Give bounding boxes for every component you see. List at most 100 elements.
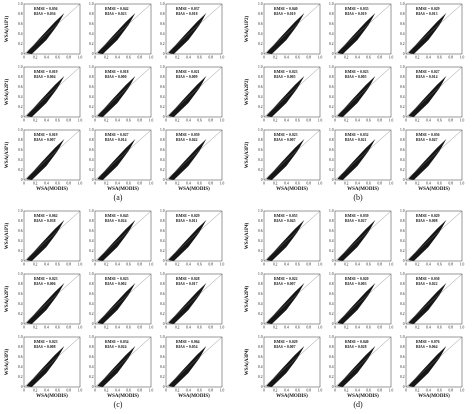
y-tick-label: 0.2: [18, 42, 23, 46]
rmse-label: RMSE = 0.029: [416, 214, 440, 218]
x-tick-label: 0.2: [273, 55, 278, 59]
x-tick-label: 0: [94, 262, 96, 266]
x-tick-label: 0.2: [104, 118, 109, 122]
y-tick-label: 0.4: [258, 95, 263, 99]
x-tick-label: 0: [334, 118, 336, 122]
y-axis-label: WSA(A1P3): [5, 222, 10, 249]
x-tick-label: 0.2: [344, 388, 349, 392]
y-tick-label: 0: [163, 52, 165, 56]
y-tick-label: 0.2: [89, 375, 94, 379]
y-tick-label: 0.2: [160, 168, 165, 172]
y-tick-label: 0.6: [329, 148, 334, 152]
y-tick-label: 0.6: [400, 148, 405, 152]
y-tick-label: 0.6: [18, 229, 23, 233]
y-tick-label: 0.2: [329, 249, 334, 253]
one-to-one-line: [23, 3, 81, 55]
x-tick-label: 1.0: [460, 388, 465, 392]
y-tick-label: 0: [163, 259, 165, 263]
y-tick-label: 1.0: [160, 272, 165, 276]
y-tick-label: 0.2: [400, 312, 405, 316]
bias-label: BIAS = 0.042: [176, 138, 198, 142]
y-tick-label: 0.2: [400, 249, 405, 253]
rmse-label: RMSE = 0.023: [345, 70, 369, 74]
y-tick-label: 0.2: [160, 249, 165, 253]
x-tick-label: 0.6: [55, 55, 60, 59]
x-tick-label: 0.8: [449, 262, 454, 266]
x-tick-label: 1.0: [78, 388, 83, 392]
y-tick-label: 0.4: [400, 365, 405, 369]
y-tick-label: 0.2: [258, 105, 263, 109]
y-tick-label: 0.6: [400, 22, 405, 26]
y-tick-label: 0: [21, 178, 23, 182]
y-tick-label: 0.2: [160, 312, 165, 316]
x-tick-label: 0.6: [295, 55, 300, 59]
y-tick-label: 0.4: [18, 365, 23, 369]
x-tick-label: 0.6: [197, 325, 202, 329]
x-tick-label: 0: [263, 118, 265, 122]
y-tick-label: 0.2: [258, 312, 263, 316]
x-tick-label: 0.2: [415, 388, 420, 392]
x-tick-label: 0: [405, 262, 407, 266]
y-tick-label: 0.4: [160, 365, 165, 369]
x-tick-label: 0.6: [126, 181, 131, 185]
x-tick-label: 0: [23, 181, 25, 185]
x-tick-label: 0: [23, 55, 25, 59]
x-tick-label: 0.4: [115, 388, 120, 392]
y-tick-label: 0.6: [258, 229, 263, 233]
y-tick-label: 0.8: [89, 12, 94, 16]
y-tick-label: 0.2: [258, 42, 263, 46]
one-to-one-line: [165, 66, 223, 118]
x-tick-label: 0.6: [55, 262, 60, 266]
bias-label: BIAS = 0.064: [416, 345, 438, 349]
one-to-one-line: [94, 336, 152, 388]
x-tick-label: 0.6: [366, 55, 371, 59]
y-tick-label: 0.6: [258, 292, 263, 296]
one-to-one-line: [263, 3, 321, 55]
y-tick-label: 0: [261, 115, 263, 119]
y-tick-label: 0.2: [18, 375, 23, 379]
x-tick-label: 0.4: [186, 262, 191, 266]
x-tick-label: 1.0: [318, 325, 323, 329]
y-tick-label: 0.2: [18, 312, 23, 316]
y-tick-label: 0.6: [400, 355, 405, 359]
x-tick-label: 0.8: [209, 55, 214, 59]
x-tick-label: 1.0: [149, 181, 154, 185]
rmse-label: RMSE = 0.064: [176, 340, 200, 344]
bias-label: BIAS = 0.008: [34, 345, 56, 349]
x-tick-label: 0.6: [295, 325, 300, 329]
y-tick-label: 0.2: [329, 168, 334, 172]
x-tick-label: 0.4: [355, 325, 360, 329]
y-tick-label: 0.2: [89, 312, 94, 316]
y-tick-label: 0: [163, 322, 165, 326]
x-tick-label: 1.0: [460, 55, 465, 59]
y-tick-label: 0.6: [18, 292, 23, 296]
bias-label: BIAS = 0.007: [34, 138, 56, 142]
x-tick-label: 0.4: [284, 325, 289, 329]
y-tick-label: 0: [332, 259, 334, 263]
y-tick-label: 1.0: [160, 335, 165, 339]
y-tick-label: 0: [261, 322, 263, 326]
x-tick-label: 0.2: [175, 388, 180, 392]
y-tick-label: 0.2: [89, 42, 94, 46]
y-tick-label: 0.6: [89, 292, 94, 296]
y-tick-label: 1.0: [329, 209, 334, 213]
x-tick-label: 1.0: [389, 118, 394, 122]
x-tick-label: 0.6: [437, 388, 442, 392]
y-tick-label: 0: [403, 115, 405, 119]
y-tick-label: 0.2: [329, 105, 334, 109]
bias-label: BIAS = 0.005: [274, 75, 296, 79]
y-tick-label: 1.0: [160, 65, 165, 69]
one-to-one-line: [94, 66, 152, 118]
y-axis-label: WSA(A1P4): [245, 222, 250, 249]
y-tick-label: 0.8: [18, 75, 23, 79]
y-tick-label: 0.6: [329, 229, 334, 233]
y-tick-label: 0.8: [258, 75, 263, 79]
x-tick-label: 1.0: [149, 325, 154, 329]
